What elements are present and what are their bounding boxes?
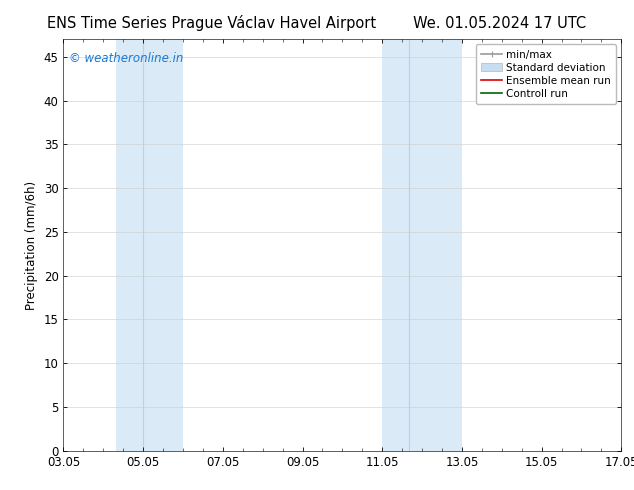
- Bar: [143, 39, 183, 451]
- Text: © weatheronline.in: © weatheronline.in: [69, 51, 183, 65]
- Bar: [382, 39, 409, 451]
- Legend: min/max, Standard deviation, Ensemble mean run, Controll run: min/max, Standard deviation, Ensemble me…: [476, 45, 616, 104]
- Y-axis label: Precipitation (mm/6h): Precipitation (mm/6h): [25, 180, 38, 310]
- Bar: [117, 39, 143, 451]
- Bar: [409, 39, 462, 451]
- Text: ENS Time Series Prague Václav Havel Airport        We. 01.05.2024 17 UTC: ENS Time Series Prague Václav Havel Airp…: [48, 15, 586, 31]
